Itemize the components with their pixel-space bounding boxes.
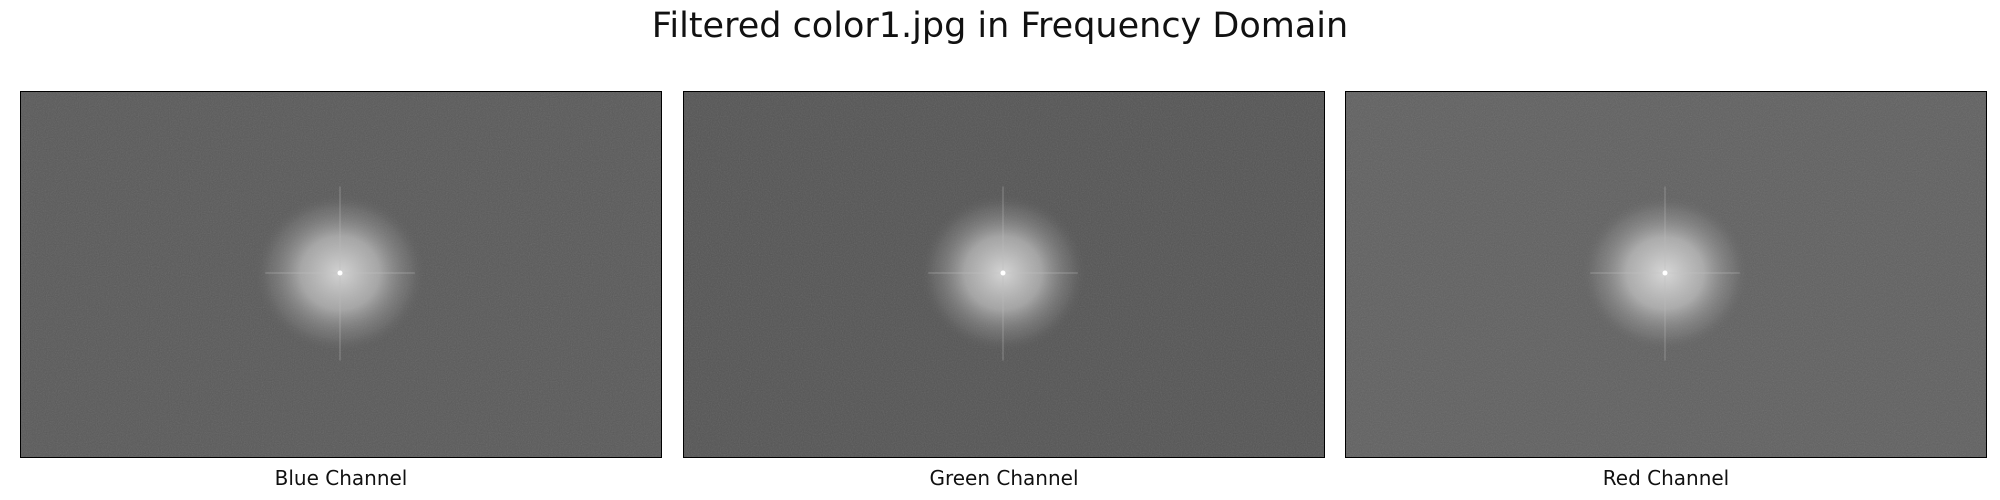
dc-component-dot bbox=[1662, 270, 1668, 276]
green-channel-label: Green Channel bbox=[929, 466, 1079, 490]
dc-component-dot bbox=[337, 270, 343, 276]
red-channel-spectrum-image bbox=[1345, 91, 1987, 458]
figure-title: Filtered color1.jpg in Frequency Domain bbox=[651, 6, 1349, 46]
blue-channel-label: Blue Channel bbox=[274, 466, 408, 490]
spectrum-plot bbox=[684, 92, 1324, 457]
blue-channel-spectrum-image bbox=[20, 91, 662, 458]
dc-component-dot bbox=[1000, 270, 1006, 276]
spectrum-plot bbox=[1346, 92, 1986, 457]
red-channel-label: Red Channel bbox=[1602, 466, 1730, 490]
spectrum-plot bbox=[21, 92, 661, 457]
green-channel-spectrum-image bbox=[683, 91, 1325, 458]
